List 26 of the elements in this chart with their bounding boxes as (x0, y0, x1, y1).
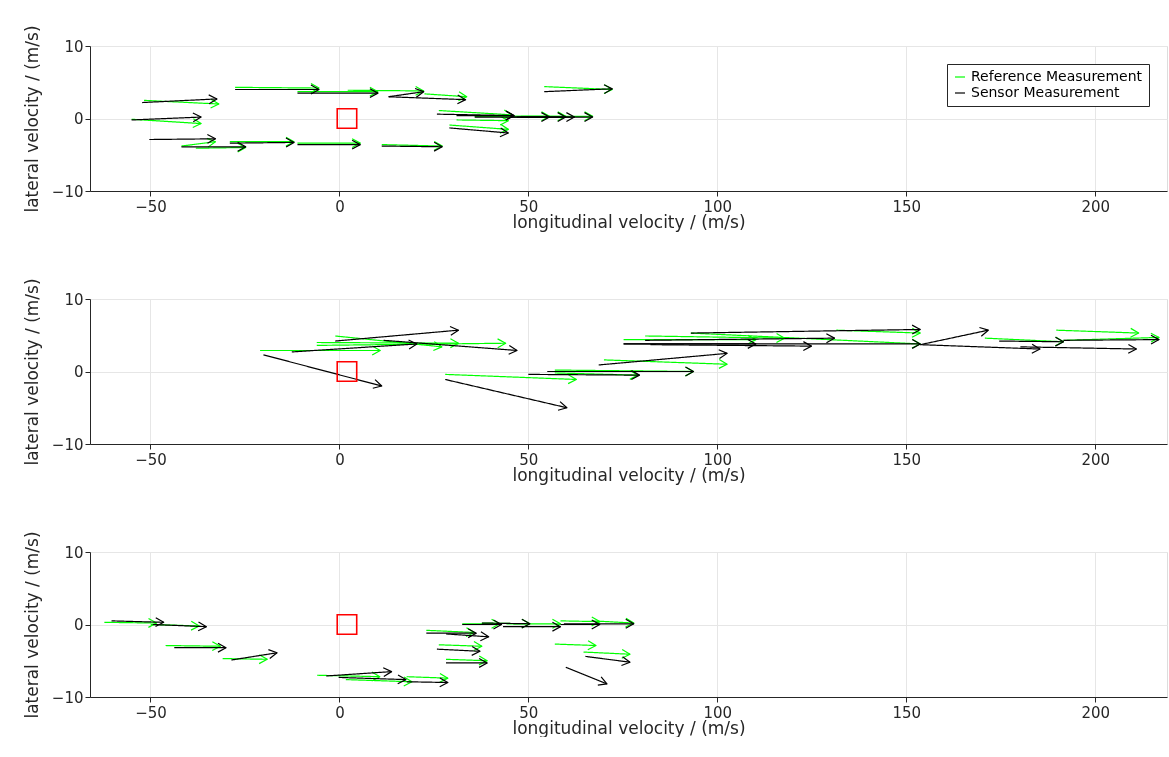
x-tick-label: −50 (135, 703, 167, 722)
y-tick-label: 0 (73, 363, 84, 381)
legend-label: Sensor Measurement (971, 84, 1121, 100)
y-axis-title: lateral velocity / (m/s) (21, 278, 42, 466)
y-tick-label: 0 (73, 110, 84, 128)
x-tick-label: −50 (135, 450, 167, 469)
y-tick-label: 10 (64, 543, 84, 562)
x-tick-label: 0 (335, 703, 345, 722)
x-tick-label: 150 (892, 197, 922, 216)
y-tick-label: −10 (51, 182, 84, 201)
x-tick-label: 200 (1081, 450, 1111, 469)
y-tick-label: 0 (73, 616, 84, 634)
x-tick-label: 200 (1081, 703, 1111, 722)
x-tick-label: 150 (892, 703, 922, 722)
x-tick-label: 200 (1081, 197, 1111, 216)
x-tick-label: 150 (892, 450, 922, 469)
y-tick-label: 10 (64, 290, 84, 309)
y-tick-label: −10 (51, 435, 84, 454)
y-axis-title: lateral velocity / (m/s) (21, 531, 42, 719)
x-tick-label: −50 (135, 197, 167, 216)
y-tick-label: 10 (64, 37, 84, 56)
y-tick-label: −10 (51, 688, 84, 707)
legend-label: Reference Measurement (971, 68, 1143, 84)
x-tick-label: 0 (335, 450, 345, 469)
x-tick-label: 0 (335, 197, 345, 216)
y-axis-title: lateral velocity / (m/s) (21, 25, 42, 213)
